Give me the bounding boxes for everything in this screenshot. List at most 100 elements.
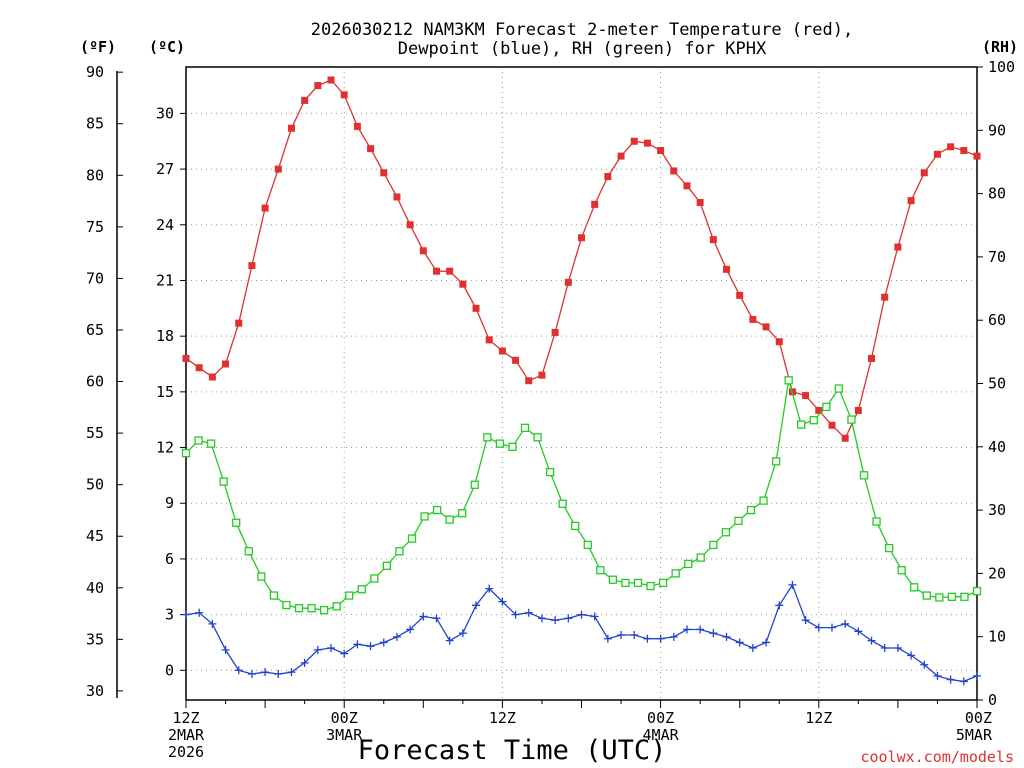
rh-point [458,509,467,518]
rh-point [709,540,718,550]
temperature-point [933,150,941,158]
temperature-point [881,293,889,301]
dewpoint-point [867,636,876,645]
temperature-point [670,167,678,175]
temperature-point [683,182,691,190]
rh-point [834,384,844,393]
dewpoint-point [313,645,322,654]
dewpoint-point [748,644,757,653]
dewpoint-point [801,616,810,625]
rh-point [621,578,630,588]
dewpoint-point [841,619,850,628]
rh-point [684,559,693,569]
celsius-tick-label: 12 [156,439,174,457]
fahrenheit-tick-label: 55 [86,424,104,442]
rh-point [319,605,329,615]
rh-point [282,600,291,610]
dewpoint-point [907,651,916,660]
temperature-point [947,143,955,151]
rh-point [910,583,919,592]
fahrenheit-tick-label: 90 [86,63,104,81]
dewpoint-point [406,625,415,634]
temperature-point [314,82,322,90]
temperature-point [564,278,572,286]
time-tick-label: 00Z [965,709,992,727]
temperature-point [894,243,902,251]
dewpoint-point [669,632,678,641]
rh-point [922,591,931,600]
rh-point [420,512,429,521]
rh-point [771,457,781,466]
dewpoint-point [722,632,731,641]
rh-point [395,547,404,556]
temperature-point [604,173,612,181]
rh-point [696,553,705,562]
rh-point [746,505,756,515]
credit-label: coolwx.com/models [860,748,1014,766]
rh-point [545,467,555,477]
rh-point [269,591,279,600]
time-tick-label: 00Z [647,709,674,727]
temperature-point [709,236,717,244]
dewpoint-point [432,614,441,623]
dewpoint-point [195,608,204,617]
dewpoint-point [788,580,797,589]
dewpoint-point [735,638,744,647]
fahrenheit-tick-label: 60 [86,373,104,391]
dewpoint-point [762,638,771,647]
temperature-point [301,96,309,104]
temperature-point [841,434,849,442]
time-tick-label: 12Z [805,709,832,727]
celsius-tick-label: 6 [165,550,174,568]
temperature-point [248,262,256,270]
rh-tick-label: 40 [988,438,1006,456]
temperature-point [340,91,348,99]
rh-point [646,581,655,591]
dewpoint-point [959,677,968,686]
dewpoint-point [656,634,665,643]
temperature-point [274,165,282,173]
dewpoint-point [221,645,230,654]
time-year-label: 2026 [168,743,204,761]
celsius-unit-label: (ºC) [149,38,185,56]
rh-point [583,540,592,550]
temperature-point [920,169,928,177]
temperature-point [380,169,388,177]
rh-point [357,585,366,594]
chart-title-line2: Dewpoint (blue), RH (green) for KPHX [398,39,767,59]
rh-point [345,591,354,600]
dewpoint-point [182,610,190,619]
rh-point [784,376,793,385]
rh-point [759,496,768,505]
temperature-point [973,152,981,160]
temperature-point [828,421,836,429]
temperature-point [367,145,375,153]
rh-point [658,578,668,588]
dewpoint-point [366,642,375,651]
dewpoint-point [208,619,217,628]
rh-point [822,402,831,412]
temperature-point [287,124,295,132]
rh-point [483,433,492,442]
rh-point [470,480,479,489]
rh-point [370,574,379,583]
dewpoint-point [973,671,981,680]
temperature-point [578,234,585,242]
rh-point [859,471,869,480]
dewpoint-point [524,608,533,617]
temperature-point [208,373,216,381]
rh-point [884,543,894,553]
temperature-point [591,200,599,208]
fahrenheit-tick-label: 85 [86,115,104,133]
celsius-tick-label: 15 [156,383,174,401]
rh-point [960,592,969,601]
rh-tick-label: 90 [988,121,1006,139]
temperature-point [485,336,493,344]
dewpoint-point [511,610,520,619]
fahrenheit-tick-label: 70 [86,269,104,287]
dewpoint-point [419,612,428,621]
temperature-point [406,221,414,229]
